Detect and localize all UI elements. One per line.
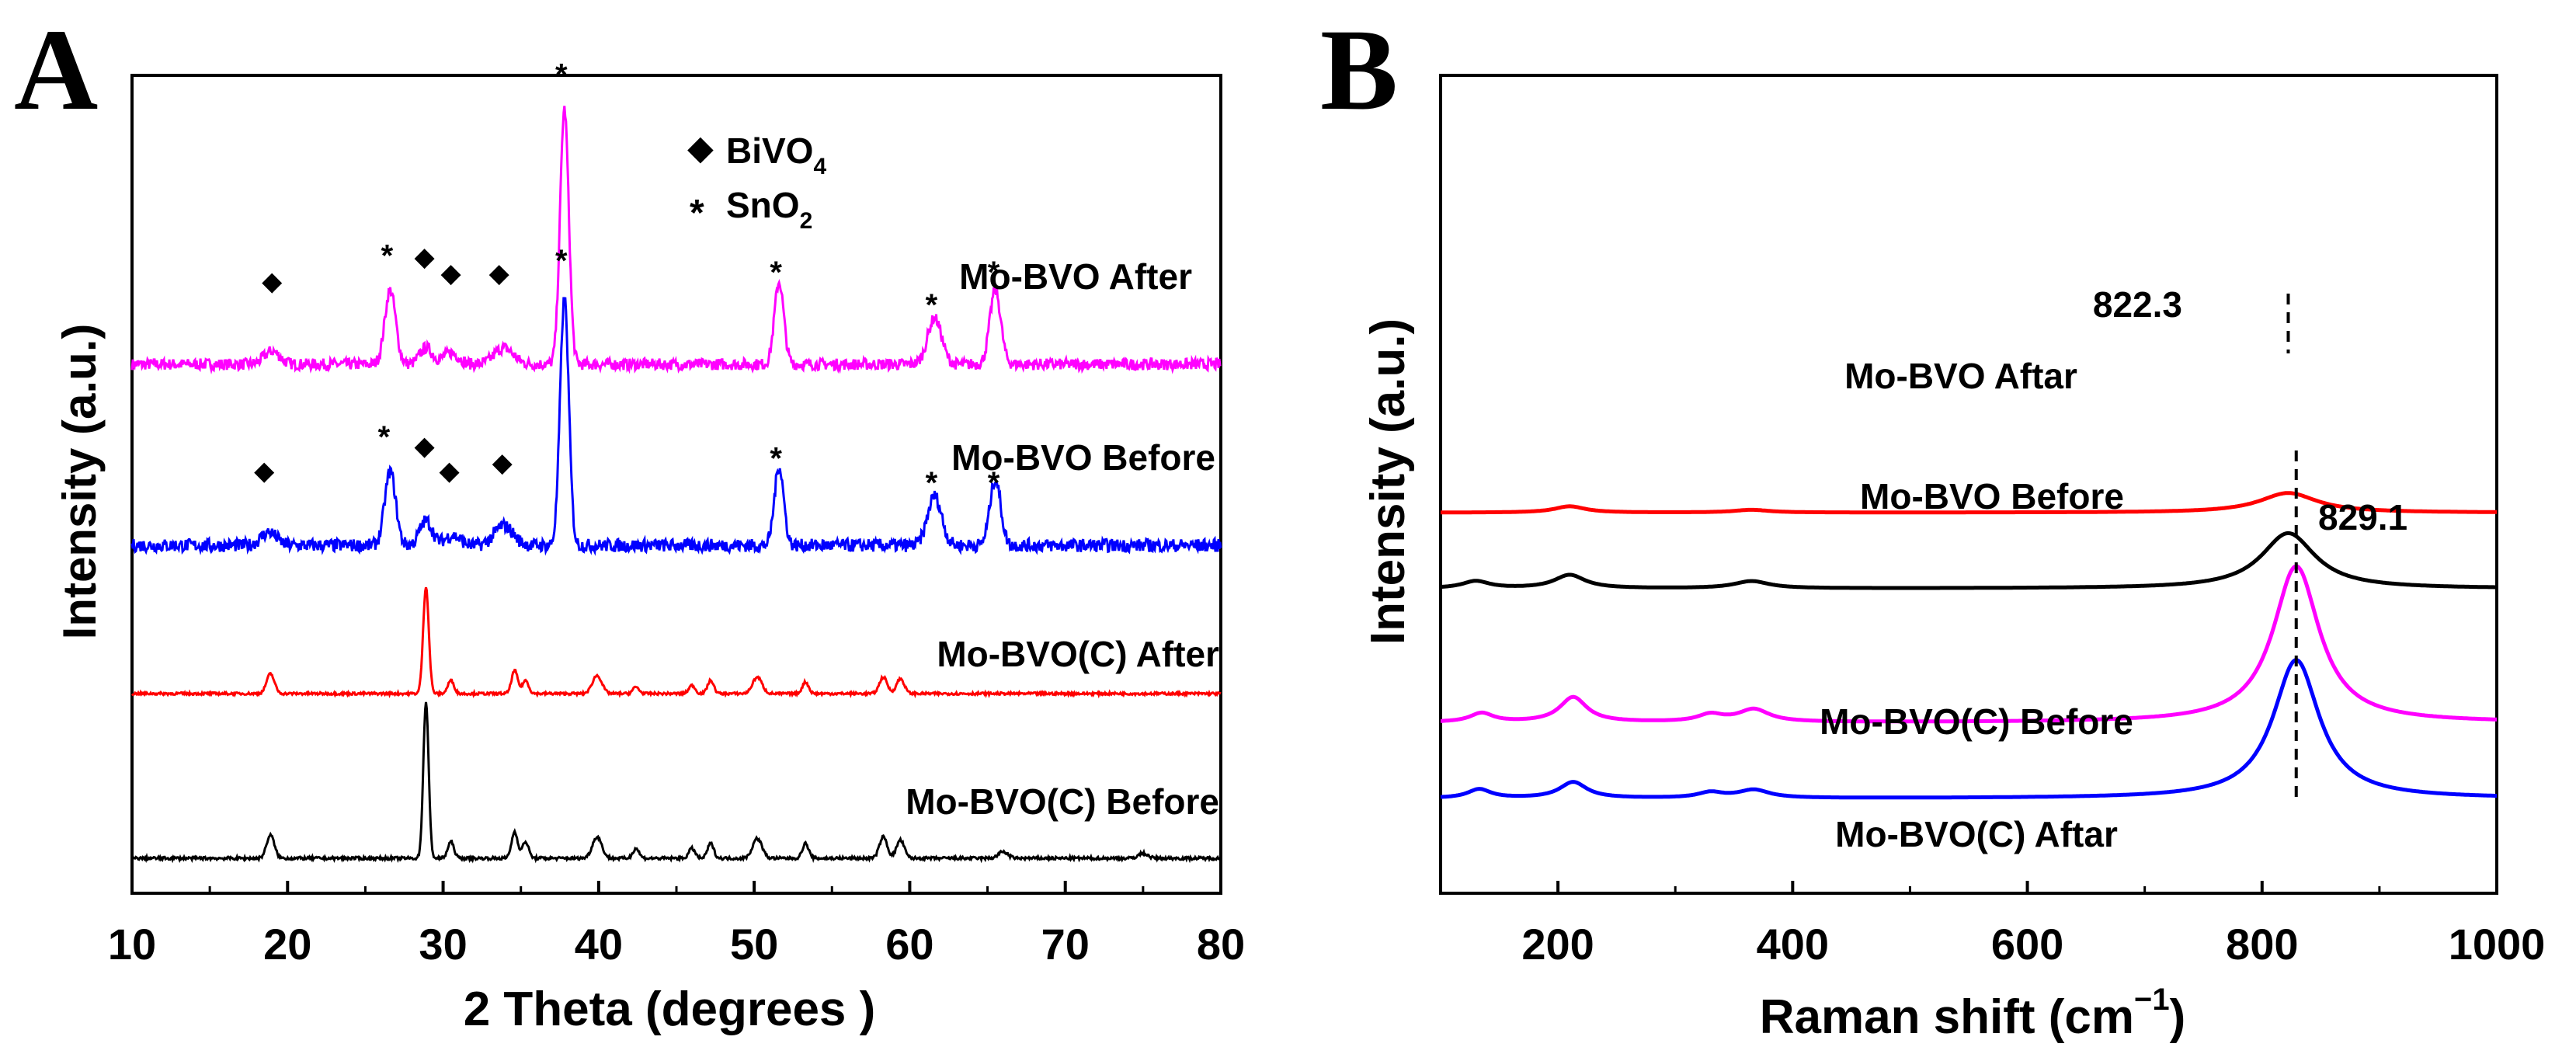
- panel-b-label-mo-bvo-before: Mo-BVO Before: [1860, 476, 2124, 517]
- peak-829-label: 829.1: [2318, 497, 2407, 537]
- sno2-peak-marker: *: [381, 239, 394, 273]
- panel-a-x-ticks: 10 20 30 40 50 60 70 80: [108, 881, 1245, 969]
- panel-b-x-tick-label: 1000: [2449, 920, 2546, 969]
- bivo4-peak-marker: ◆: [489, 259, 510, 288]
- sno2-peak-marker: *: [555, 57, 568, 92]
- panel-a-x-axis-label: 2 Theta (degrees ): [464, 983, 876, 1036]
- panel-a-legend: ◆ BiVO4 * SnO2: [687, 129, 826, 234]
- panel-b-x-ticks: 200 400 600 800 1000: [1439, 881, 2546, 969]
- sno2-peak-marker: *: [770, 256, 782, 290]
- bivo4-peak-marker: ◆: [262, 267, 283, 297]
- panel-b-x-tick-label: 800: [2226, 920, 2298, 969]
- panel-a-x-tick-label: 20: [263, 920, 311, 969]
- panel-b-peak-annotations: 822.3 829.1: [2093, 284, 2407, 800]
- panel-a-label-mo-bvo-before: Mo-BVO Before: [951, 437, 1215, 478]
- panel-a-x-tick-label: 30: [419, 920, 467, 969]
- bivo4-peak-marker: ◆: [254, 456, 275, 485]
- panel-a-letter: A: [14, 5, 98, 134]
- panel-a-series-mo-bvo-after: [130, 106, 1222, 375]
- legend-sno2-sub: 2: [800, 208, 813, 234]
- panel-b-chart: 200 400 600 800 1000 822.3 829.1 Mo-BVO Afta…: [1361, 74, 2546, 1044]
- panel-a-label-mo-bvoc-before: Mo-BVO(C) Before: [906, 781, 1219, 822]
- panel-a-plot-frame: [130, 74, 1222, 895]
- panel-a-series-mo-bvo-c-before: [130, 701, 1222, 864]
- panel-a-y-axis-label: Intensity (a.u.): [54, 324, 106, 640]
- panel-b-letter: B: [1320, 5, 1398, 134]
- panel-b-label-mo-bvoc-aftar: Mo-BVO(C) Aftar: [1835, 814, 2118, 854]
- sno2-peak-marker: *: [378, 420, 391, 454]
- panel-b-series-mo-bvo-aftar: [1441, 491, 2497, 515]
- legend-bivo4-symbol: ◆: [687, 129, 714, 167]
- panel-a-series-mo-bvo-c-after: [130, 586, 1222, 699]
- panel-a-label-mo-bvo-after: Mo-BVO After: [959, 256, 1192, 297]
- panel-b-curves: [1440, 491, 2497, 800]
- sno2-peak-marker: *: [926, 288, 938, 322]
- bivo4-peak-marker: ◆: [440, 456, 461, 485]
- bivo4-peak-marker: ◆: [492, 448, 513, 478]
- legend-bivo4-text: BiVO: [726, 130, 813, 171]
- panel-b-x-axis-tail: ): [2170, 990, 2186, 1044]
- panel-a-curves: [130, 106, 1222, 864]
- panel-b-x-tick-label: 200: [1521, 920, 1594, 969]
- panel-a-x-tick-label: 70: [1041, 920, 1090, 969]
- legend-bivo4-label: BiVO4: [726, 130, 826, 179]
- panel-a-x-tick-label: 80: [1197, 920, 1245, 969]
- legend-bivo4-sub: 4: [813, 154, 826, 179]
- panel-b-label-mo-bvoc-before: Mo-BVO(C) Before: [1820, 701, 2133, 742]
- panel-b-plot-frame: [1439, 74, 2498, 895]
- legend-sno2-text: SnO: [726, 185, 800, 225]
- bivo4-peak-marker: ◆: [414, 432, 435, 461]
- panel-a-x-tick-label: 10: [108, 920, 156, 969]
- panel-b-y-axis-label: Intensity (a.u.): [1361, 318, 1415, 645]
- panel-b-series-mo-bvo-c-aftar: [1440, 658, 2497, 800]
- legend-sno2-symbol: *: [690, 193, 704, 234]
- panel-b-x-axis-label: Raman shift (cm−1): [1760, 983, 2186, 1044]
- bivo4-peak-marker: ◆: [441, 259, 462, 288]
- panel-b-x-axis-text: Raman shift (cm: [1760, 990, 2134, 1044]
- legend-sno2-label: SnO2: [726, 185, 812, 234]
- panel-b-x-tick-label: 600: [1991, 920, 2063, 969]
- panel-b-series-mo-bvo-before: [1440, 530, 2497, 590]
- sno2-peak-marker: *: [555, 244, 568, 278]
- panel-a-label-mo-bvoc-after: Mo-BVO(C) After: [937, 634, 1219, 674]
- panel-b-x-axis-sup: −1: [2134, 983, 2170, 1017]
- panel-a-peak-markers: ◆* ◆◆ ◆****◆* ◆◆ ◆*** *: [254, 57, 1000, 500]
- bivo4-peak-marker: ◆: [414, 242, 435, 272]
- panel-a-x-tick-label: 40: [575, 920, 623, 969]
- sno2-peak-marker: *: [770, 441, 782, 475]
- panel-b-x-tick-label: 400: [1757, 920, 1829, 969]
- peak-822-label: 822.3: [2093, 284, 2182, 325]
- sno2-peak-marker: *: [926, 466, 938, 500]
- panel-a-x-tick-label: 50: [730, 920, 778, 969]
- sno2-peak-marker: *: [988, 256, 1000, 290]
- panel-a-series-mo-bvo-before: [130, 297, 1222, 556]
- panel-a-x-tick-label: 60: [885, 920, 933, 969]
- panel-a-chart: ◆* ◆◆ ◆****◆* ◆◆ ◆*** * 10 20 30 40 50 60 70 80 ◆ Bi…: [54, 57, 1245, 1036]
- panel-b-label-mo-bvo-aftar: Mo-BVO Aftar: [1844, 356, 2077, 396]
- panel-b-series-mo-bvo-c-before: [1441, 564, 2497, 724]
- sno2-peak-marker: *: [988, 466, 1000, 500]
